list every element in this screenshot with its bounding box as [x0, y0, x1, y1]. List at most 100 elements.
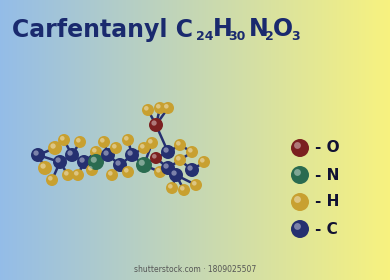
Circle shape: [180, 186, 184, 191]
Circle shape: [110, 142, 122, 154]
Text: 24: 24: [196, 31, 213, 43]
Text: 3: 3: [291, 31, 300, 43]
Circle shape: [192, 181, 197, 186]
Circle shape: [198, 156, 210, 168]
Circle shape: [124, 168, 129, 172]
Circle shape: [162, 102, 174, 114]
Circle shape: [171, 170, 177, 176]
Circle shape: [125, 148, 139, 162]
Circle shape: [150, 152, 162, 164]
Circle shape: [163, 164, 169, 169]
Circle shape: [152, 154, 157, 158]
Circle shape: [76, 138, 81, 143]
Circle shape: [86, 164, 98, 176]
Circle shape: [174, 139, 186, 151]
Text: shutterstock.com · 1809025507: shutterstock.com · 1809025507: [134, 265, 256, 274]
Text: 30: 30: [228, 31, 245, 43]
Circle shape: [148, 139, 152, 144]
Circle shape: [138, 142, 150, 154]
Circle shape: [67, 150, 73, 156]
Circle shape: [291, 220, 309, 238]
Circle shape: [74, 136, 86, 148]
Circle shape: [41, 164, 46, 169]
Circle shape: [174, 154, 186, 166]
Text: 2: 2: [265, 31, 274, 43]
Circle shape: [187, 165, 193, 171]
Circle shape: [168, 184, 173, 189]
Circle shape: [38, 161, 52, 175]
Circle shape: [188, 148, 193, 153]
Circle shape: [294, 142, 301, 149]
Circle shape: [55, 157, 61, 163]
Circle shape: [190, 179, 202, 191]
Circle shape: [108, 171, 113, 176]
Text: - H: - H: [315, 195, 339, 209]
Circle shape: [101, 148, 115, 162]
Circle shape: [151, 120, 157, 126]
Circle shape: [60, 136, 65, 141]
Text: - C: - C: [315, 221, 338, 237]
Text: - N: - N: [315, 167, 339, 183]
Circle shape: [62, 169, 74, 181]
Circle shape: [88, 166, 92, 171]
Circle shape: [115, 160, 121, 166]
Circle shape: [48, 176, 53, 181]
Circle shape: [113, 158, 127, 172]
Circle shape: [294, 169, 301, 176]
Circle shape: [178, 184, 190, 196]
Circle shape: [149, 118, 163, 132]
Circle shape: [106, 169, 118, 181]
Circle shape: [186, 146, 198, 158]
Circle shape: [176, 141, 181, 146]
Circle shape: [176, 156, 181, 161]
Circle shape: [291, 139, 309, 157]
Text: Carfentanyl C: Carfentanyl C: [12, 18, 193, 42]
Circle shape: [50, 143, 56, 149]
Circle shape: [166, 182, 178, 194]
Circle shape: [103, 150, 109, 156]
Circle shape: [156, 168, 161, 172]
Circle shape: [74, 171, 79, 176]
Circle shape: [80, 157, 85, 163]
Circle shape: [146, 137, 158, 149]
Circle shape: [163, 147, 169, 153]
Circle shape: [136, 157, 152, 173]
Circle shape: [88, 154, 104, 170]
Text: O: O: [273, 17, 293, 41]
Circle shape: [124, 136, 129, 141]
Circle shape: [154, 166, 166, 178]
Text: - O: - O: [315, 141, 340, 155]
Circle shape: [48, 141, 62, 155]
Circle shape: [291, 166, 309, 184]
Circle shape: [92, 148, 97, 153]
Circle shape: [58, 134, 70, 146]
Circle shape: [90, 146, 102, 158]
Circle shape: [156, 104, 161, 109]
Circle shape: [91, 157, 97, 163]
Circle shape: [164, 104, 168, 109]
Circle shape: [72, 169, 84, 181]
Circle shape: [291, 193, 309, 211]
Circle shape: [122, 134, 134, 146]
Circle shape: [98, 136, 110, 148]
Circle shape: [200, 158, 205, 163]
Circle shape: [64, 171, 69, 176]
Circle shape: [122, 166, 134, 178]
Circle shape: [294, 196, 301, 203]
Circle shape: [169, 168, 183, 182]
Circle shape: [100, 138, 105, 143]
Circle shape: [34, 150, 39, 156]
Circle shape: [294, 223, 301, 230]
Circle shape: [112, 144, 117, 149]
Circle shape: [161, 161, 175, 175]
Circle shape: [142, 104, 154, 116]
Circle shape: [140, 144, 145, 149]
Circle shape: [185, 163, 199, 177]
Circle shape: [46, 174, 58, 186]
Circle shape: [161, 145, 175, 159]
Text: H: H: [213, 17, 233, 41]
Circle shape: [139, 160, 145, 166]
Circle shape: [31, 148, 45, 162]
Circle shape: [53, 155, 67, 169]
Circle shape: [144, 106, 149, 111]
